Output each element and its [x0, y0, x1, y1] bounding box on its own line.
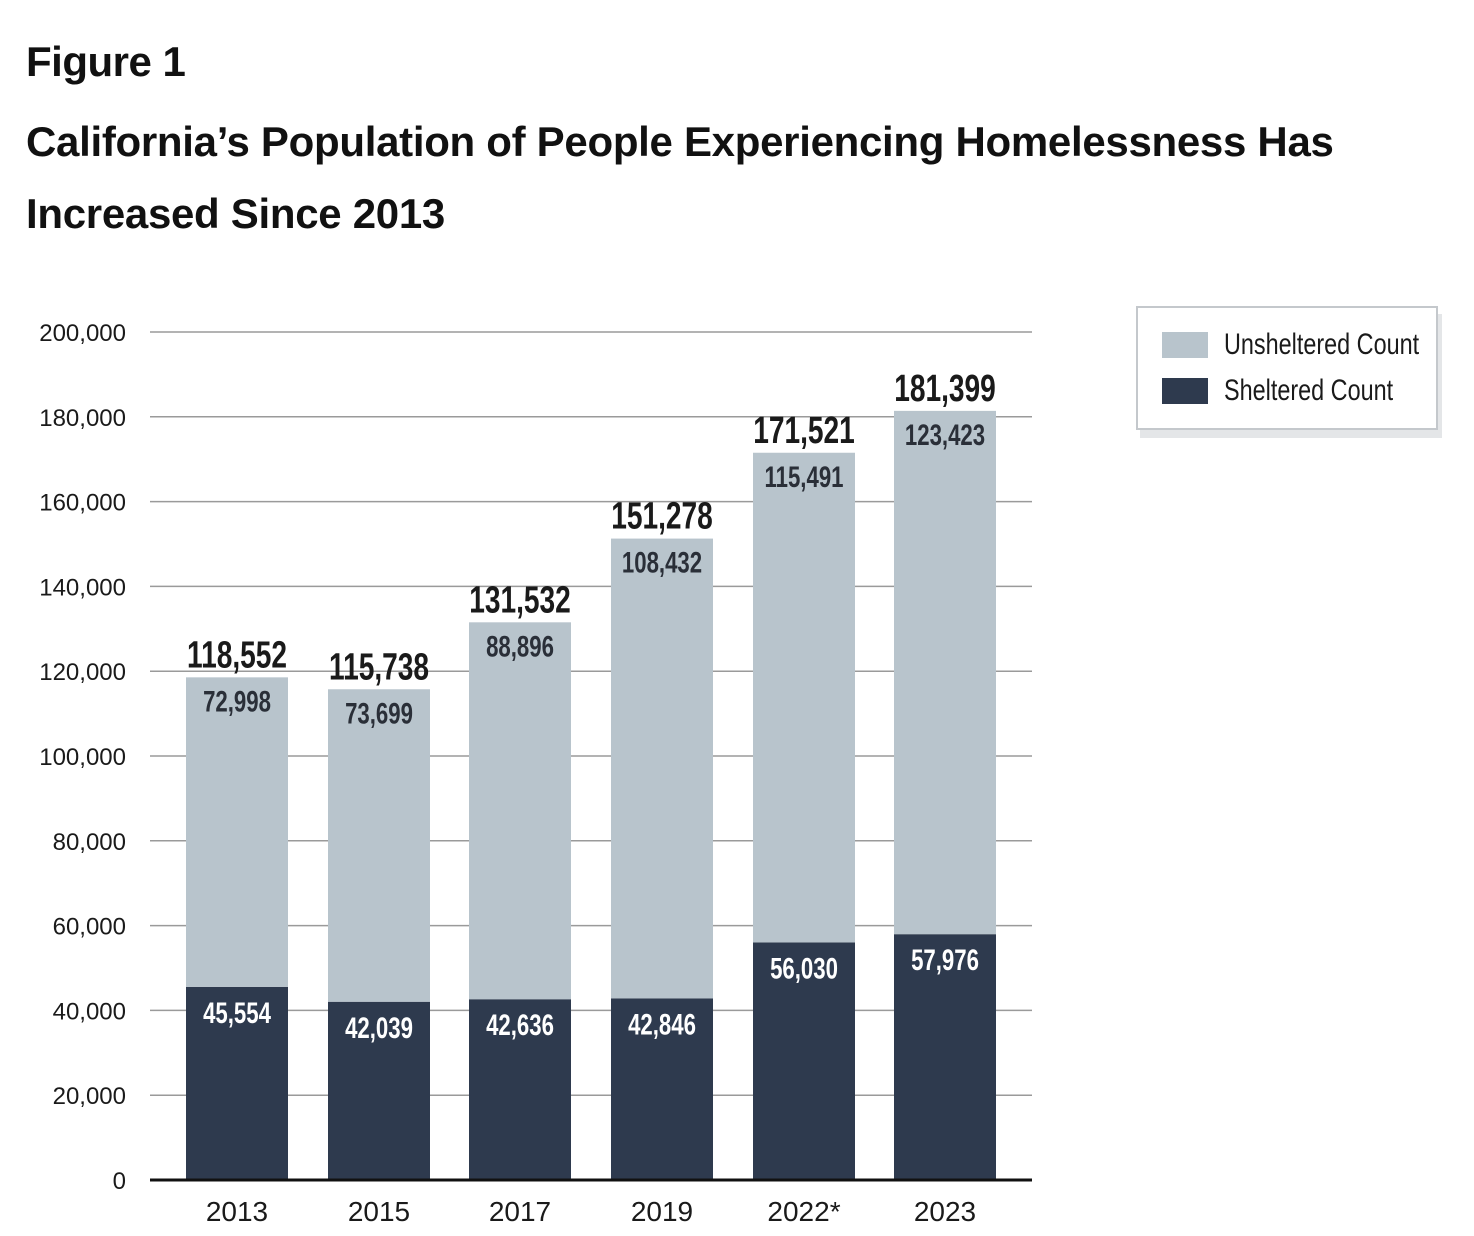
bar-sheltered [328, 1001, 430, 1180]
legend-label-unsheltered: Unsheltered Count [1224, 328, 1420, 361]
y-tick-label: 60,000 [53, 914, 126, 941]
sheltered-value-label: 45,554 [203, 996, 271, 1030]
bar-sheltered [469, 999, 571, 1180]
y-tick-label: 80,000 [53, 829, 126, 856]
bar-unsheltered [328, 689, 430, 1002]
legend-swatch-unsheltered [1162, 332, 1208, 358]
total-value-label: 171,521 [753, 410, 855, 452]
y-tick-label: 140,000 [39, 574, 126, 601]
unsheltered-value-label: 115,491 [765, 459, 844, 493]
bar-unsheltered [611, 538, 713, 999]
unsheltered-value-label: 72,998 [203, 684, 271, 718]
legend-swatch-sheltered [1162, 378, 1208, 404]
legend-item-unsheltered: Unsheltered Count [1162, 328, 1474, 362]
total-value-label: 115,738 [329, 646, 429, 688]
bar-sheltered [894, 934, 996, 1180]
chart-title: California’s Population of People Experi… [26, 118, 1334, 237]
total-value-label: 181,399 [894, 368, 996, 410]
y-tick-label: 0 [113, 1168, 126, 1195]
sheltered-value-label: 56,030 [770, 951, 838, 985]
x-tick-label: 2013 [206, 1196, 268, 1227]
bar-unsheltered [469, 622, 571, 1000]
unsheltered-value-label: 88,896 [486, 629, 554, 663]
sheltered-value-label: 42,039 [345, 1010, 413, 1044]
bar-unsheltered [894, 410, 996, 935]
y-tick-label: 20,000 [53, 1083, 126, 1110]
bar-unsheltered [186, 677, 288, 987]
total-value-label: 151,278 [611, 496, 713, 538]
legend-item-sheltered: Sheltered Count [1162, 374, 1441, 408]
legend-label-sheltered: Sheltered Count [1224, 374, 1394, 407]
legend: Unsheltered Count Sheltered Count [1136, 306, 1438, 430]
x-tick-label: 2019 [631, 1196, 693, 1227]
y-tick-label: 100,000 [39, 744, 126, 771]
axes: 0 20,000 40,000 60,000 80,000 100,000 120,000 1… [39, 320, 1032, 1227]
bar-sheltered [753, 942, 855, 1180]
y-tick-label: 200,000 [39, 320, 126, 347]
sheltered-value-label: 42,846 [628, 1007, 696, 1041]
bar-sheltered [186, 986, 288, 1180]
bar-sheltered [611, 998, 713, 1180]
sheltered-value-label: 42,636 [486, 1008, 554, 1042]
y-tick-label: 40,000 [53, 998, 126, 1025]
y-tick-label: 180,000 [39, 405, 126, 432]
unsheltered-value-label: 108,432 [622, 545, 702, 579]
y-tick-label: 120,000 [39, 659, 126, 686]
figure-label: Figure 1 [26, 38, 186, 85]
gridlines [150, 331, 1032, 1096]
total-value-label: 118,552 [187, 634, 287, 676]
x-tick-label: 2017 [489, 1196, 551, 1227]
total-value-label: 131,532 [469, 579, 571, 621]
unsheltered-value-label: 123,423 [905, 418, 985, 452]
sheltered-value-label: 57,976 [911, 943, 979, 977]
x-tick-label: 2023 [914, 1196, 976, 1227]
data-labels: 118,552 72,998 45,554 115,738 73,699 42,039 13… [187, 368, 996, 1045]
bar-unsheltered [753, 452, 855, 943]
x-tick-label: 2015 [348, 1196, 410, 1227]
bars [186, 410, 996, 1180]
y-tick-label: 160,000 [39, 490, 126, 517]
x-tick-label: 2022* [767, 1196, 840, 1227]
unsheltered-value-label: 73,699 [345, 696, 413, 730]
